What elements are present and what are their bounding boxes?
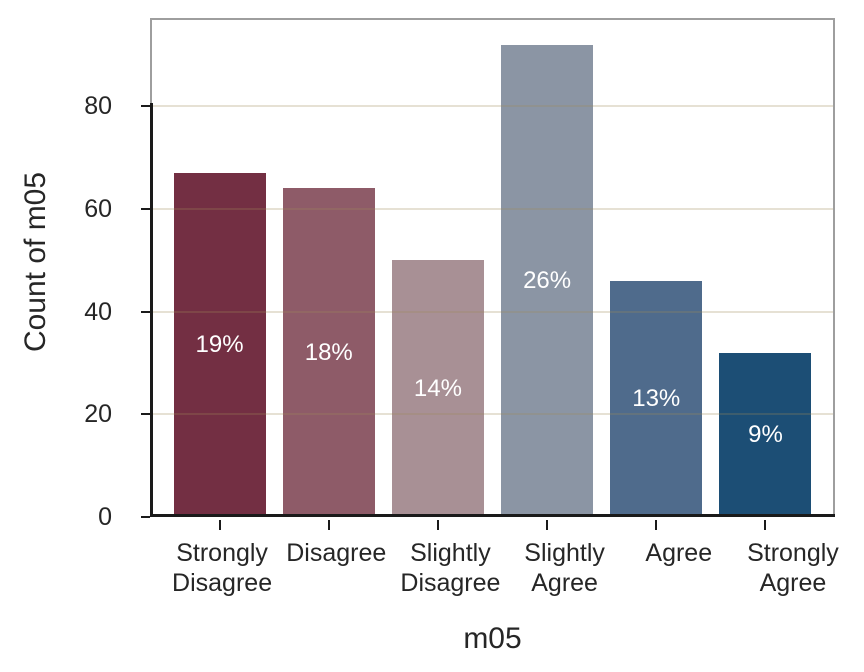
x-tick-label-disagree: Disagree (286, 539, 387, 567)
x-tick-3 (436, 520, 439, 530)
bars-container: 19% 18% 14% 26% 13% 9% (150, 18, 835, 517)
y-tick-label-0: 0 (98, 503, 112, 531)
y-tick-label-40: 40 (84, 297, 112, 326)
x-tick-4 (546, 520, 549, 530)
x-tick-1 (218, 520, 221, 530)
bar-percent-label: 18% (304, 338, 353, 366)
bar-slot: 14% (383, 18, 492, 517)
x-tick-5 (655, 520, 658, 530)
y-tick-80 (141, 105, 150, 108)
y-axis-line (150, 103, 153, 517)
y-tick-label-80: 80 (84, 92, 112, 121)
bar-slightly-disagree: 14% (391, 260, 484, 517)
x-tick-labels: Strongly Disagree Disagree Slightly Disagr… (150, 538, 864, 598)
x-tick-label-strongly-agree: Strongly Agree (747, 539, 839, 597)
x-tick-label-slightly-agree: Slightly Agree (524, 539, 605, 597)
x-axis-line (150, 514, 835, 517)
bar-strongly-agree: 9% (719, 352, 812, 517)
bar-slightly-agree: 26% (501, 44, 594, 517)
y-tick-0 (141, 516, 150, 518)
x-tick-label-slightly-disagree: Slightly Disagree (400, 539, 501, 597)
bar-slot: 19% (165, 18, 274, 517)
panel-border-top (150, 18, 835, 20)
bar-strongly-disagree: 19% (173, 173, 266, 517)
bar-percent-label: 14% (413, 374, 462, 402)
panel-border-right (833, 18, 835, 517)
bar-percent-label: 13% (632, 384, 681, 412)
plot-area: 19% 18% 14% 26% 13% 9% (141, 18, 835, 530)
bar-slot: 9% (711, 18, 820, 517)
bar-slot: 18% (274, 18, 383, 517)
y-tick-40 (141, 310, 150, 313)
bar-percent-label: 9% (748, 420, 783, 448)
x-tick-label-strongly-disagree: Strongly Disagree (172, 539, 273, 597)
bar-percent-label: 26% (523, 266, 572, 294)
x-tick-label-agree: Agree (645, 539, 713, 567)
bar-slot: 26% (493, 18, 602, 517)
y-tick-60 (141, 208, 150, 210)
y-tick-20 (141, 413, 150, 416)
y-tick-label-60: 60 (84, 195, 112, 223)
bar-disagree: 18% (282, 188, 375, 517)
bar-percent-label: 19% (195, 331, 244, 358)
y-tick-label-20: 20 (84, 400, 112, 429)
bar-slot: 13% (602, 18, 711, 517)
bar-agree: 13% (610, 280, 703, 517)
x-axis-title: m05 (463, 622, 522, 655)
x-tick-2 (327, 520, 330, 530)
x-tick-6 (764, 520, 767, 530)
